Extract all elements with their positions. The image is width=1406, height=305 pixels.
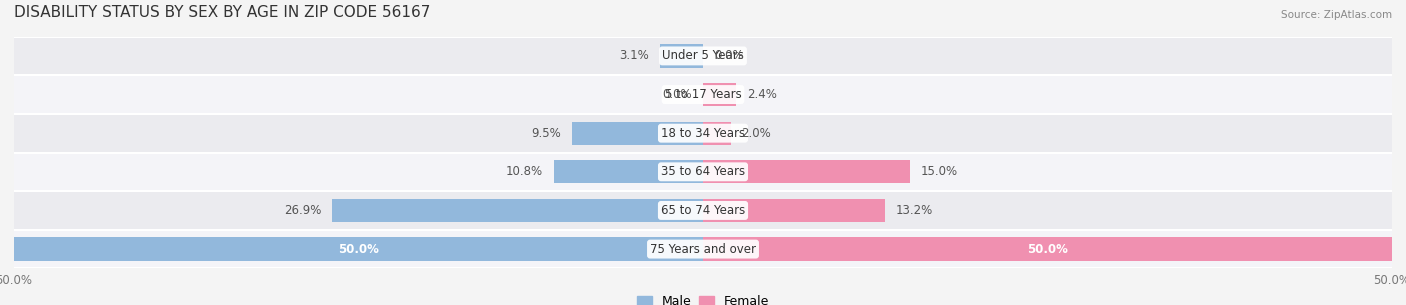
- Text: 0.0%: 0.0%: [662, 88, 692, 101]
- Text: 35 to 64 Years: 35 to 64 Years: [661, 165, 745, 178]
- Bar: [14, 37, 1392, 75]
- Bar: [703, 238, 1392, 261]
- Text: 13.2%: 13.2%: [896, 204, 934, 217]
- Text: 0.0%: 0.0%: [714, 49, 744, 63]
- Text: Source: ZipAtlas.com: Source: ZipAtlas.com: [1281, 10, 1392, 20]
- Text: 2.4%: 2.4%: [747, 88, 778, 101]
- Text: 26.9%: 26.9%: [284, 204, 322, 217]
- Text: DISABILITY STATUS BY SEX BY AGE IN ZIP CODE 56167: DISABILITY STATUS BY SEX BY AGE IN ZIP C…: [14, 5, 430, 20]
- Text: 50.0%: 50.0%: [1026, 242, 1069, 256]
- Text: 5 to 17 Years: 5 to 17 Years: [665, 88, 741, 101]
- Bar: [14, 75, 1392, 114]
- Bar: [14, 238, 703, 261]
- Text: 10.8%: 10.8%: [506, 165, 543, 178]
- Text: 3.1%: 3.1%: [620, 49, 650, 63]
- Bar: [661, 44, 703, 67]
- Legend: Male, Female: Male, Female: [631, 290, 775, 305]
- Bar: [572, 122, 703, 145]
- Text: 9.5%: 9.5%: [531, 127, 561, 140]
- Text: 50.0%: 50.0%: [337, 242, 380, 256]
- Text: Under 5 Years: Under 5 Years: [662, 49, 744, 63]
- Bar: [554, 160, 703, 183]
- Text: 2.0%: 2.0%: [741, 127, 772, 140]
- Text: 65 to 74 Years: 65 to 74 Years: [661, 204, 745, 217]
- Bar: [703, 160, 910, 183]
- Bar: [14, 152, 1392, 191]
- Bar: [14, 230, 1392, 268]
- Bar: [14, 114, 1392, 152]
- Text: 15.0%: 15.0%: [921, 165, 957, 178]
- Bar: [703, 199, 884, 222]
- Bar: [703, 83, 737, 106]
- Text: 18 to 34 Years: 18 to 34 Years: [661, 127, 745, 140]
- Bar: [703, 122, 731, 145]
- Text: 75 Years and over: 75 Years and over: [650, 242, 756, 256]
- Bar: [14, 191, 1392, 230]
- Bar: [332, 199, 703, 222]
